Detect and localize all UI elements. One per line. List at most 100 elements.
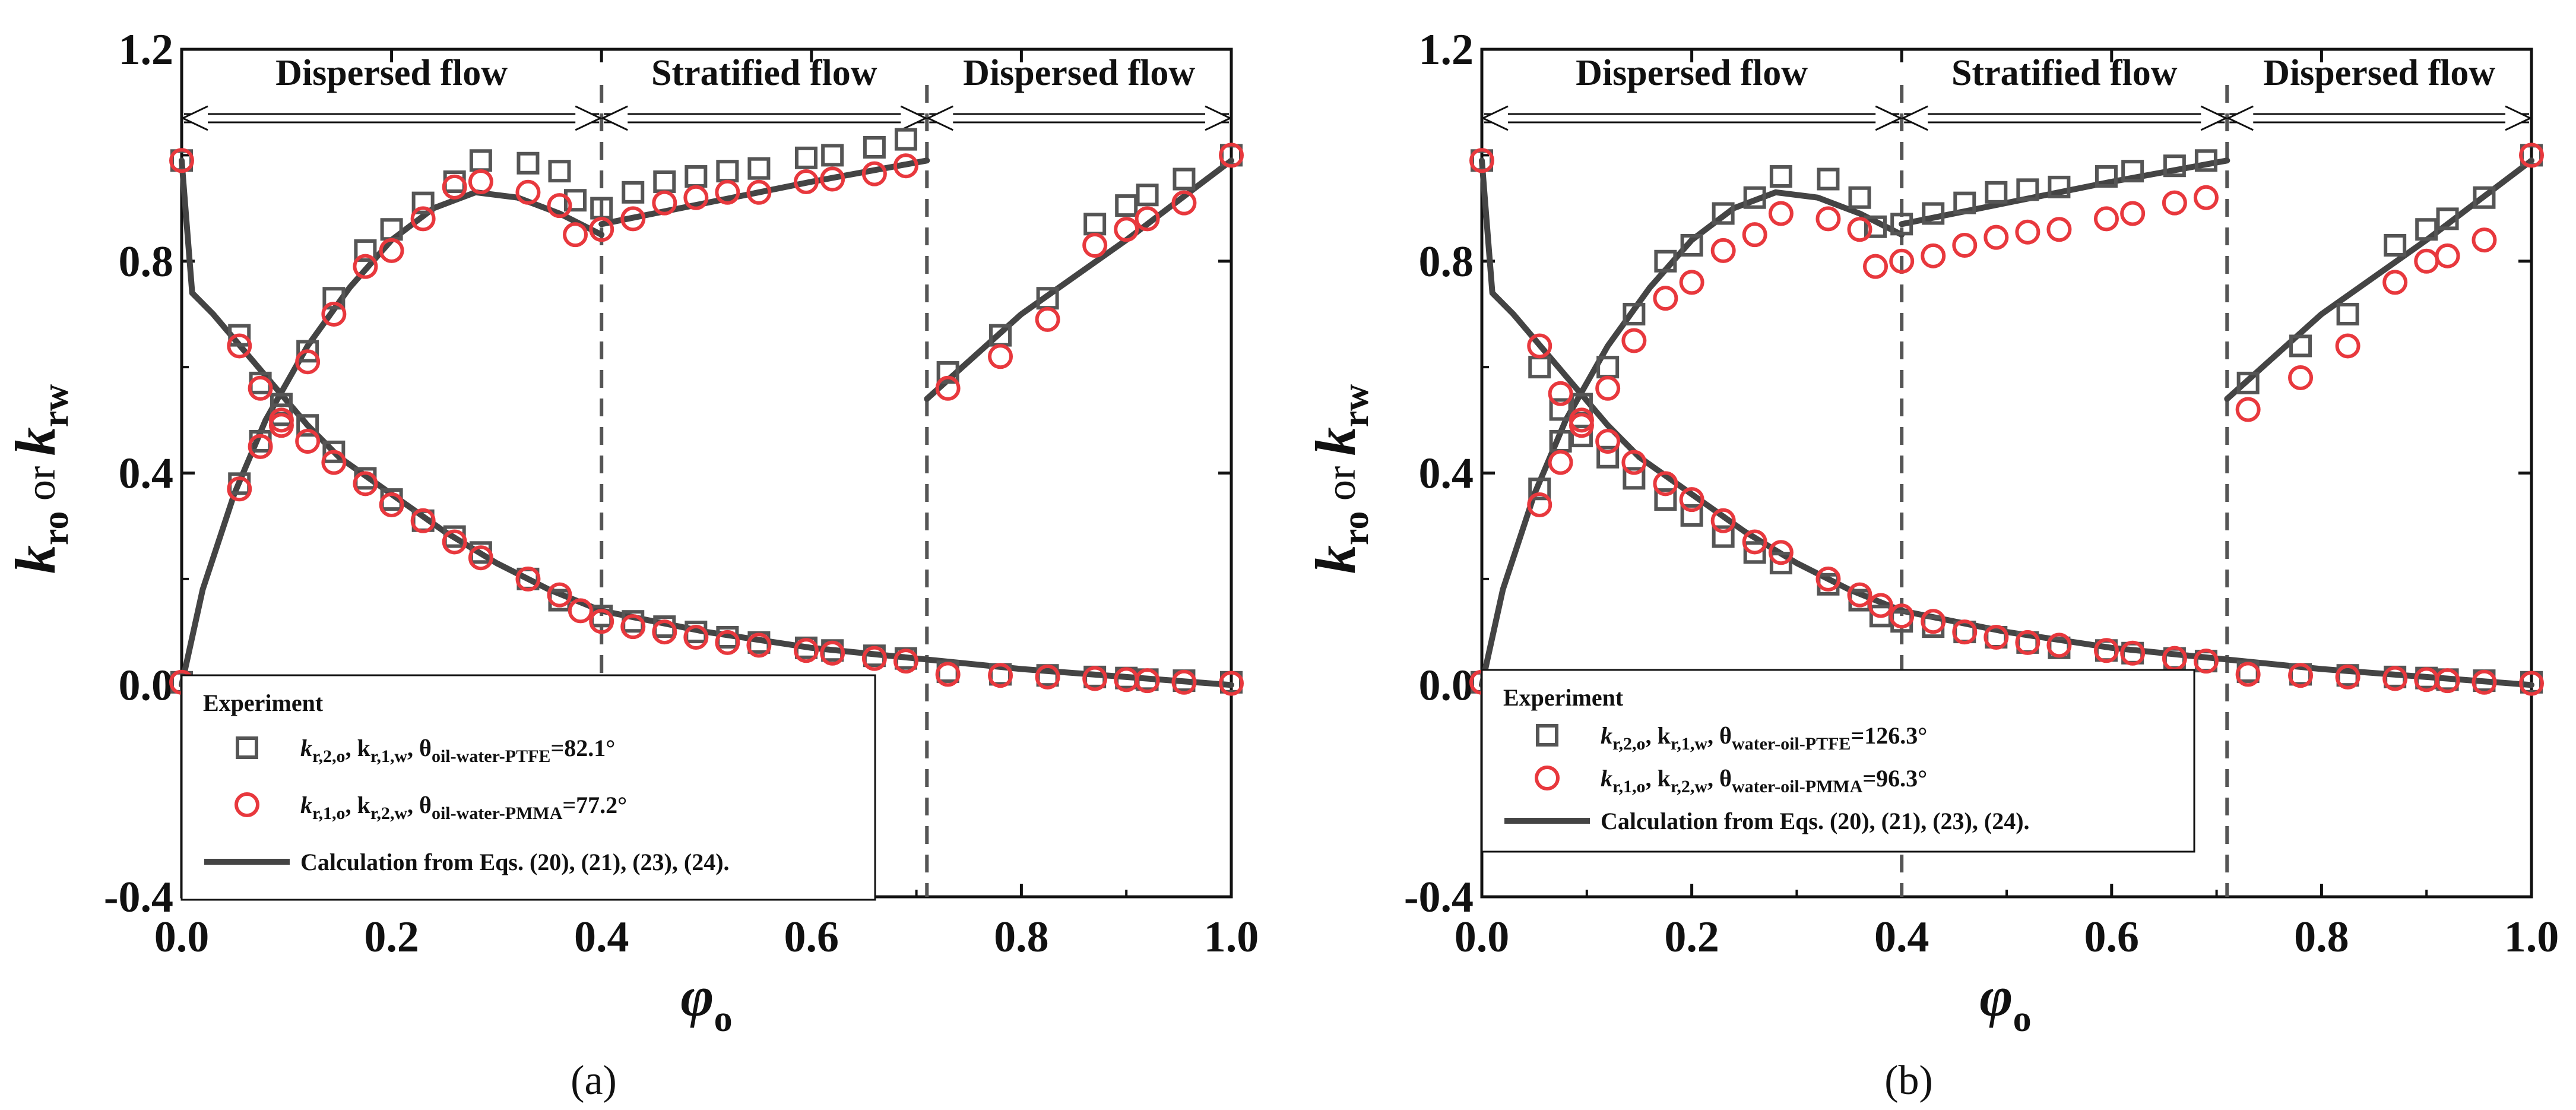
region-label: Dispersed flow: [963, 53, 1195, 93]
data-point-circle: [1621, 328, 1647, 353]
legend-title: Experiment: [1503, 684, 1624, 711]
y-tick-label: 0.8: [119, 238, 174, 286]
data-point-square: [322, 287, 346, 310]
data-point-square: [1743, 186, 1766, 209]
data-point-square: [1596, 445, 1620, 469]
data-point-square: [2121, 160, 2144, 183]
data-point-circle: [410, 508, 436, 533]
x-tick-label: 0.4: [574, 913, 629, 962]
data-point-circle: [563, 222, 588, 248]
data-point-square: [2095, 165, 2118, 188]
y-tick-label: 0.4: [119, 450, 174, 498]
data-point-circle: [1921, 609, 1946, 634]
data-point-circle: [2335, 333, 2360, 359]
data-point-square: [411, 191, 435, 214]
calculation-line-segment: [1479, 189, 1905, 688]
y-tick-label: 0.0: [119, 661, 174, 710]
x-tick-label: 0.6: [2084, 913, 2140, 962]
region-label: Stratified flow: [1951, 53, 2178, 93]
data-point-circle: [379, 238, 404, 263]
x-tick-label: 0.0: [154, 913, 210, 962]
data-point-square: [1528, 356, 1551, 379]
data-point-circle: [568, 598, 593, 624]
data-point-circle: [227, 476, 252, 502]
region-arrow-head-right: [2200, 105, 2228, 131]
x-tick-label: 1.0: [2504, 913, 2559, 962]
data-point-square: [517, 151, 540, 175]
data-point-circle: [893, 153, 918, 179]
data-point-circle: [1082, 232, 1108, 258]
data-point-circle: [1952, 619, 1978, 645]
data-point-circle: [1082, 666, 1108, 691]
region-arrow-head-right: [2505, 105, 2533, 131]
data-point-circle: [1527, 492, 1552, 518]
data-point-circle: [2472, 227, 2497, 253]
y-tick-label: -0.4: [1404, 873, 1474, 922]
data-point-square: [1769, 165, 1792, 188]
data-point-square: [1680, 504, 1703, 527]
data-point-circle: [468, 169, 493, 194]
data-point-circle: [2382, 666, 2408, 691]
data-point-circle: [1984, 624, 2009, 650]
data-point-square: [1922, 202, 1945, 225]
region-arrow-head-left: [1481, 105, 1509, 131]
data-point-square: [469, 149, 492, 172]
data-point-circle: [321, 450, 347, 475]
data-point-circle: [547, 193, 572, 219]
data-point-circle: [2120, 201, 2146, 226]
data-point-circle: [2472, 669, 2497, 695]
calculation-line-segment: [598, 157, 930, 227]
y-tick-label: 0.4: [1419, 450, 1474, 498]
data-point-square: [1769, 552, 1792, 575]
data-point-square: [1623, 302, 1646, 325]
data-point-circle: [793, 638, 819, 663]
data-point-square: [1680, 233, 1703, 257]
region-arrow-head-left: [2226, 105, 2254, 131]
data-point-circle: [2382, 270, 2408, 295]
y-tick-label: -0.4: [104, 873, 173, 922]
data-point-square: [2436, 207, 2459, 230]
data-point-circle: [2046, 633, 2072, 658]
data-point-circle: [515, 179, 541, 205]
panel-b: 0.0 0.2 0.4 0.6 0.8 1.0-0.40.00.40.81.2 Disper…: [1304, 26, 2559, 1103]
legend-marker-square: [236, 736, 258, 759]
data-point-square: [228, 324, 251, 347]
data-point-circle: [1219, 143, 1244, 168]
data-point-circle: [861, 161, 887, 186]
data-point-circle: [353, 471, 378, 497]
data-point-circle: [683, 624, 709, 650]
calculation-line-segment: [924, 157, 1234, 402]
region-label: Dispersed flow: [1576, 53, 1808, 93]
data-point-circle: [1921, 243, 1946, 268]
region-label: Stratified flow: [651, 53, 877, 93]
data-point-square: [1173, 167, 1196, 191]
data-point-square: [1549, 398, 1572, 421]
data-point-circle: [652, 619, 677, 645]
data-point-circle: [715, 179, 740, 205]
data-point-square: [548, 160, 571, 183]
legend-marker-square: [1536, 724, 1558, 747]
data-point-circle: [1548, 450, 1573, 475]
data-point-square: [2194, 149, 2217, 172]
data-point-square: [296, 340, 319, 363]
y-axis-label: kro or krw: [4, 384, 76, 574]
data-point-circle: [683, 185, 709, 210]
data-point-circle: [2046, 217, 2072, 242]
data-point-circle: [268, 413, 294, 438]
data-point-circle: [1653, 286, 1678, 311]
data-point-circle: [1868, 593, 1893, 618]
y-tick-label: 1.2: [1419, 26, 1474, 74]
data-point-circle: [515, 566, 541, 592]
data-point-square: [1817, 167, 1840, 191]
data-point-circle: [935, 375, 961, 401]
data-point-circle: [2288, 663, 2314, 688]
legend-entry-text: Calculation from Eqs. (20), (21), (23), …: [1601, 808, 2030, 834]
data-point-square: [322, 440, 346, 463]
data-point-circle: [793, 169, 819, 194]
data-point-square: [2236, 371, 2260, 394]
y-tick-label: 0.0: [1419, 661, 1474, 710]
data-point-circle: [2162, 190, 2187, 216]
legend-entry-text: kr,1,o, kr,2,w, θoil-water-PMMA=77.2°: [300, 792, 627, 823]
data-point-square: [2289, 334, 2312, 358]
calculation-line-segment: [2224, 157, 2534, 402]
